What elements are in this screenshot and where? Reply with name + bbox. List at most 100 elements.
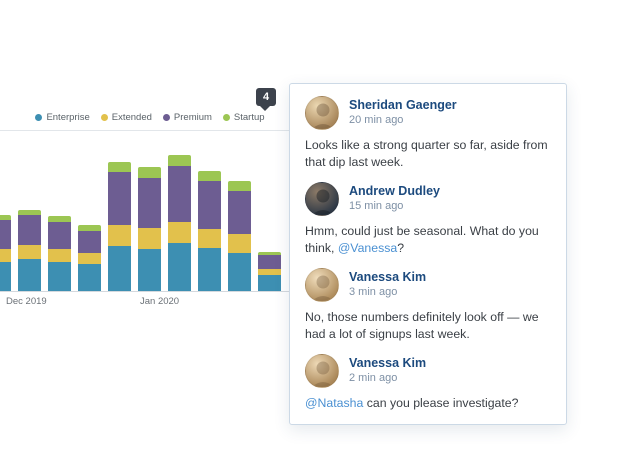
comment-header: Andrew Dudley 15 min ago: [305, 181, 551, 216]
comment-author: Vanessa Kim 3 min ago: [349, 270, 426, 300]
comments-panel: Sheridan Gaenger 20 min ago Looks like a…: [289, 83, 567, 425]
legend-dot-icon: [222, 114, 230, 121]
comment-timestamp: 20 min ago: [349, 114, 404, 127]
bar-segment-enterprise: [258, 275, 281, 291]
bar-segment-enterprise: [108, 246, 131, 291]
comment-text-part: ?: [397, 240, 405, 255]
comment-item: Sheridan Gaenger 20 min ago Looks like a…: [305, 96, 551, 171]
bar-segment-premium: [258, 255, 281, 269]
comment-item: Vanessa Kim 2 min ago @Natasha can you p…: [305, 353, 551, 412]
author-name: Andrew Dudley: [349, 183, 440, 198]
legend-dot-icon: [100, 114, 108, 121]
x-axis-label-dec-2019: Dec 2019: [6, 296, 47, 307]
bar-segment-extended: [138, 228, 161, 249]
bar-segment-startup: [138, 167, 161, 178]
comment-text-part: Looks like a strong quarter so far, asid…: [305, 138, 548, 169]
bar-segment-premium: [78, 231, 101, 253]
bar-segment-premium: [0, 220, 11, 249]
comment-timestamp: 15 min ago: [349, 200, 404, 213]
chart-plot: [0, 130, 440, 292]
person-silhouette-icon: [312, 361, 334, 387]
bar-segment-premium: [168, 166, 191, 222]
author-name: Sheridan Gaenger: [349, 97, 457, 112]
comment-text: Looks like a strong quarter so far, asid…: [305, 137, 551, 171]
avatar: [305, 267, 339, 302]
person-silhouette-icon: [312, 103, 334, 129]
x-axis-label-jan-2020: Jan 2020: [140, 296, 180, 307]
comment-author: Sheridan Gaenger 20 min ago: [349, 98, 457, 128]
bar-segment-extended: [108, 225, 131, 246]
stacked-bar: [0, 215, 11, 291]
bar-segment-premium: [198, 181, 221, 229]
author-name: Vanessa Kim: [349, 355, 427, 370]
bar-segment-enterprise: [78, 264, 101, 291]
mention-link[interactable]: @Natasha: [305, 395, 364, 410]
bar-segment-startup: [258, 252, 281, 255]
legend-item[interactable]: Startup: [222, 112, 265, 123]
legend-label: Premium: [173, 112, 212, 123]
legend-item[interactable]: Enterprise: [35, 112, 90, 123]
bar-segment-premium: [18, 215, 41, 245]
legend-item[interactable]: Extended: [100, 112, 152, 123]
stacked-bar: [228, 181, 251, 291]
comment-text: Hmm, could just be seasonal. What do you…: [305, 223, 551, 257]
bar-segment-extended: [198, 229, 221, 248]
legend-item[interactable]: Premium: [162, 112, 212, 123]
bar-segment-extended: [18, 245, 41, 259]
comment-item: Vanessa Kim 3 min ago No, those numbers …: [305, 267, 551, 343]
bar-segment-enterprise: [0, 262, 11, 291]
avatar: [305, 181, 339, 216]
stacked-bar: [48, 216, 71, 291]
comment-author: Andrew Dudley 15 min ago: [349, 184, 440, 214]
stacked-bar: [78, 225, 101, 291]
bar-segment-enterprise: [48, 262, 71, 291]
avatar: [305, 353, 339, 388]
stacked-bar: [258, 252, 281, 291]
comment-count-badge[interactable]: 4: [256, 88, 277, 111]
bar-segment-startup: [198, 171, 221, 181]
bar-segment-extended: [0, 249, 11, 262]
comment-header: Vanessa Kim 2 min ago: [305, 353, 551, 388]
person-silhouette-icon: [312, 189, 334, 215]
bar-segment-startup: [0, 215, 11, 220]
bar-segment-extended: [168, 222, 191, 243]
comment-text-part: Hmm, could just be seasonal. What do you…: [305, 223, 539, 255]
bar-segment-enterprise: [228, 253, 251, 291]
stacked-bar: [138, 167, 161, 291]
stacked-bar: [18, 210, 41, 291]
bar-segment-extended: [228, 234, 251, 253]
bar-segment-premium: [108, 172, 131, 225]
bar-segment-enterprise: [138, 249, 161, 291]
author-name: Vanessa Kim: [349, 269, 427, 284]
legend-dot-icon: [162, 114, 170, 121]
comment-header: Vanessa Kim 3 min ago: [305, 267, 551, 302]
bar-segment-startup: [78, 225, 101, 231]
bar-segment-enterprise: [198, 248, 221, 291]
comment-text-part: No, those numbers definitely look off — …: [305, 309, 539, 341]
bar-segment-extended: [48, 249, 71, 262]
stacked-bar: [108, 162, 131, 291]
bar-segment-premium: [138, 178, 161, 228]
legend-label: Startup: [233, 112, 265, 123]
bar-segment-premium: [48, 222, 71, 249]
legend-dot-icon: [35, 114, 43, 121]
stacked-bar: [198, 171, 221, 291]
stacked-bar: [168, 155, 191, 291]
legend-label: Enterprise: [46, 112, 90, 123]
chart-legend: Enterprise Extended Premium Startup: [0, 112, 300, 123]
mention-link[interactable]: @Vanessa: [337, 240, 398, 255]
bar-segment-startup: [228, 181, 251, 191]
comment-text: No, those numbers definitely look off — …: [305, 309, 551, 343]
bar-segment-startup: [108, 162, 131, 172]
person-silhouette-icon: [312, 275, 334, 301]
comment-item: Andrew Dudley 15 min ago Hmm, could just…: [305, 181, 551, 257]
comment-author: Vanessa Kim 2 min ago: [349, 356, 426, 386]
comment-text-part: can you please investigate?: [363, 395, 519, 410]
comment-timestamp: 2 min ago: [349, 372, 398, 385]
avatar: [305, 96, 339, 130]
comment-timestamp: 3 min ago: [349, 286, 398, 299]
bar-segment-startup: [18, 210, 41, 215]
bar-segment-extended: [78, 253, 101, 264]
bar-segment-enterprise: [168, 243, 191, 291]
bar-segment-extended: [258, 269, 281, 275]
